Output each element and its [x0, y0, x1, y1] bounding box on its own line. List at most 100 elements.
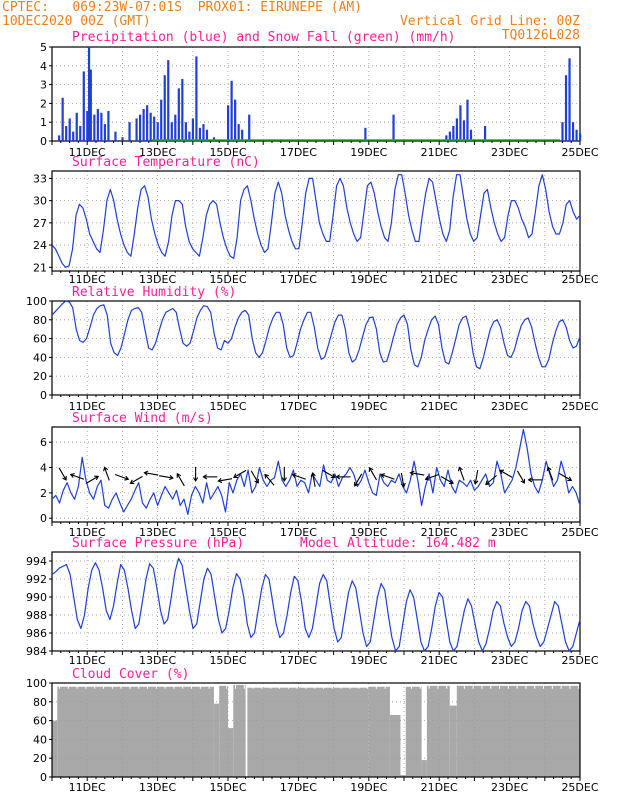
- header-grid: Vertical Grid Line: 00Z: [399, 14, 580, 29]
- precip-bar: [466, 99, 469, 141]
- cloud-texture: [340, 682, 342, 689]
- wind-arrow-head: [473, 479, 479, 485]
- y-tick-label: 40: [33, 351, 47, 364]
- x-tick-label: 19DEC: [350, 526, 387, 539]
- cloud-texture: [138, 685, 140, 689]
- cloud-texture: [323, 680, 325, 689]
- y-tick-label: 0: [40, 771, 47, 784]
- y-tick-label: 0: [40, 135, 47, 148]
- cloud-texture: [446, 681, 448, 689]
- x-tick-label: 21DEC: [421, 526, 458, 539]
- precip-bar: [579, 133, 582, 141]
- precip-bar: [114, 131, 117, 141]
- panel-annotation: Model Altitude: 164.482 m: [300, 536, 496, 551]
- precip-bar: [128, 122, 131, 141]
- cloud-texture: [261, 685, 263, 689]
- precip-bar: [184, 122, 187, 141]
- panel-title: Precipitation (blue) and Snow Fall (gree…: [72, 30, 456, 45]
- precip-bar: [181, 78, 184, 141]
- panel-1: 21 24 27 30 33 11DEC 13DEC 15DEC 17DEC 19DEC 21DEC…: [33, 155, 599, 286]
- cloud-texture: [208, 681, 210, 689]
- cloud-texture: [199, 685, 201, 689]
- x-tick-label: 11DEC: [69, 781, 106, 794]
- wind-arrow-head: [176, 472, 182, 478]
- cloud-bar-8: [368, 686, 390, 777]
- wind-arrow: [425, 473, 439, 480]
- y-tick-label: 60: [33, 715, 47, 728]
- wind-arrow: [499, 469, 513, 478]
- wind-arrow-head: [62, 475, 67, 481]
- precip-bar: [153, 116, 156, 141]
- panel-title: Surface Temperature (nC): [72, 155, 260, 170]
- cloud-texture: [305, 684, 307, 689]
- precip-bar: [198, 127, 202, 141]
- precip-bar: [167, 60, 170, 141]
- y-tick-label: 21: [33, 261, 47, 274]
- x-tick-label: 25DEC: [561, 273, 598, 286]
- x-tick-label: 17DEC: [280, 654, 317, 667]
- wind-arrow: [312, 472, 316, 487]
- wind-arrow-head: [103, 466, 109, 472]
- precip-bar: [459, 105, 462, 141]
- wind-arrow: [516, 470, 525, 484]
- wind-arrow: [250, 470, 259, 484]
- wind-arrow-head: [354, 481, 359, 487]
- cloud-texture: [507, 681, 509, 689]
- cloud-texture: [111, 682, 113, 689]
- cloud-texture: [217, 681, 219, 689]
- y-tick-label: 30: [33, 195, 47, 208]
- cloud-texture: [59, 683, 61, 689]
- wind-arrow-head: [264, 473, 269, 479]
- x-tick-label: 13DEC: [139, 781, 176, 794]
- precip-bar: [248, 114, 251, 141]
- wind-arrow-head: [129, 479, 135, 485]
- cloud-texture: [226, 682, 228, 689]
- cloud-texture: [455, 682, 457, 689]
- wind-arrow: [474, 469, 479, 484]
- panel-title: Surface Pressure (hPa): [72, 536, 244, 551]
- cloud-texture: [384, 681, 386, 689]
- precip-bar: [452, 125, 455, 141]
- precip-bar: [89, 69, 92, 141]
- precip-bar: [58, 135, 61, 141]
- wind-arrow-head: [380, 473, 386, 478]
- precip-bar: [462, 120, 466, 141]
- y-tick-label: 5: [40, 41, 47, 54]
- cloud-texture: [270, 681, 272, 689]
- cloud-texture: [331, 681, 333, 689]
- wind-arrow-head: [546, 466, 552, 472]
- cloud-bar-12: [421, 760, 427, 777]
- x-tick-label: 13DEC: [139, 146, 176, 159]
- y-tick-label: 992: [26, 573, 47, 586]
- precip-bar: [483, 125, 487, 141]
- cloud-texture: [551, 685, 553, 689]
- cloud-texture: [393, 681, 395, 689]
- wind-arrow-head: [217, 477, 223, 484]
- cloud-texture: [191, 684, 193, 689]
- cloud-texture: [94, 681, 96, 689]
- wind-arrow-head: [193, 477, 199, 482]
- precip-bar: [100, 112, 103, 141]
- x-tick-label: 23DEC: [491, 400, 528, 413]
- precip-bar: [564, 75, 568, 141]
- wind-arrow-head: [520, 478, 526, 484]
- x-tick-label: 23DEC: [491, 273, 528, 286]
- panel-title: Surface Wind (m/s): [72, 411, 213, 426]
- precip-bar: [87, 47, 91, 141]
- y-tick-label: 20: [33, 370, 47, 383]
- y-tick-label: 60: [33, 333, 47, 346]
- precip-bar: [195, 56, 198, 141]
- cloud-texture: [296, 683, 298, 689]
- cloud-texture: [358, 683, 360, 689]
- y-tick-label: 27: [33, 217, 47, 230]
- cloud-bar-11: [405, 686, 422, 777]
- y-tick-label: 33: [33, 172, 47, 185]
- y-tick-label: 986: [26, 627, 47, 640]
- series-line: [51, 174, 581, 268]
- x-tick-label: 23DEC: [491, 781, 528, 794]
- wind-arrow-head: [335, 474, 341, 480]
- x-tick-label: 23DEC: [491, 654, 528, 667]
- y-tick-label: 4: [40, 60, 47, 73]
- cloud-texture: [569, 681, 571, 689]
